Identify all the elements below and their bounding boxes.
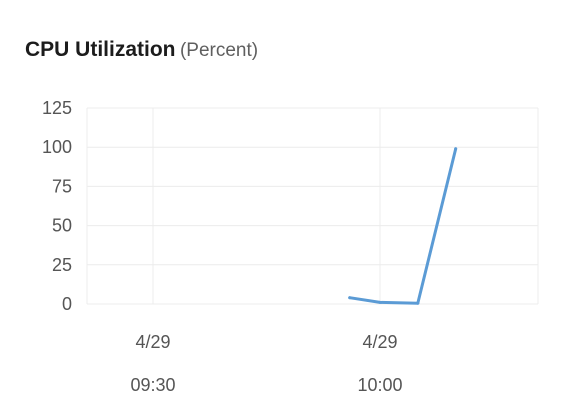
chart-unit-text: (Percent) — [179, 40, 259, 61]
cpu-data-point — [454, 147, 458, 151]
x-tick-time: 09:30 — [130, 375, 175, 395]
y-tick-label: 50 — [52, 216, 72, 236]
y-axis-ticks: 0 25 50 75 100 125 — [42, 98, 72, 314]
cpu-data-point — [348, 296, 352, 300]
y-tick-label: 25 — [52, 255, 72, 275]
x-tick-time: 10:00 — [357, 375, 402, 395]
cpu-data-point — [378, 300, 382, 304]
cpu-data-point — [416, 301, 420, 305]
chart-grid — [86, 107, 539, 305]
chart-series — [348, 147, 458, 305]
y-tick-label: 125 — [42, 98, 72, 118]
y-tick-label: 100 — [42, 137, 72, 157]
chart-title: CPU Utilization (Percent) — [25, 38, 258, 62]
cpu-series-line — [348, 147, 458, 305]
chart-title-text: CPU Utilization — [25, 38, 176, 61]
x-axis-ticks: 4/29 09:30 4/29 10:00 — [130, 332, 402, 395]
y-tick-label: 0 — [62, 294, 72, 314]
x-tick-date: 4/29 — [362, 332, 397, 352]
y-tick-label: 75 — [52, 176, 72, 196]
x-tick-date: 4/29 — [135, 332, 170, 352]
